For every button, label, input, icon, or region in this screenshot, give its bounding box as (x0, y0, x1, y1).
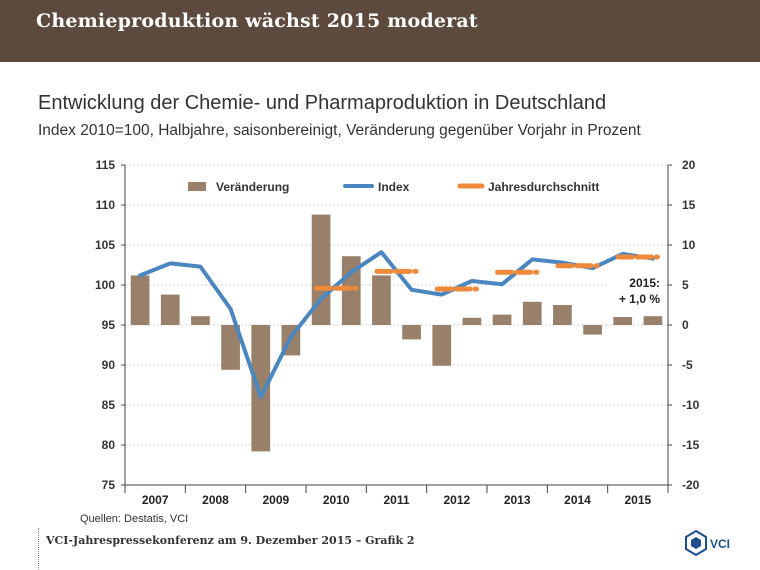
header-title: Chemieproduktion wächst 2015 moderat (36, 10, 478, 32)
left-tick-label: 115 (96, 158, 116, 172)
right-tick-label: -5 (682, 358, 693, 372)
legend: Veränderung Index Jahresdurchschnitt (188, 180, 599, 194)
chart-title: Entwicklung der Chemie- und Pharmaproduk… (38, 92, 607, 114)
annotation-box (607, 272, 665, 308)
footer-divider (38, 528, 40, 570)
annotation-2015: 2015: + 1,0 % (607, 272, 665, 308)
right-tick-label: 15 (682, 198, 696, 212)
bar (613, 317, 633, 325)
left-tick-label: 75 (102, 478, 116, 492)
vci-logo-icon-inner (691, 537, 701, 549)
vci-logo: VCI (685, 529, 730, 557)
left-tick-label: 105 (95, 238, 115, 252)
average-segments (314, 254, 660, 292)
legend-label-avg: Jahresdurchschnitt (488, 180, 599, 194)
left-tick-label: 90 (102, 358, 116, 372)
left-tick-label: 110 (96, 198, 116, 212)
right-tick-label: 20 (682, 158, 696, 172)
right-tick-labels: 20 15 10 5 0 -5 -10 -15 -20 (682, 158, 700, 492)
bar (251, 325, 271, 452)
header-bar: Chemieproduktion wächst 2015 moderat (0, 0, 760, 62)
bar (553, 305, 572, 325)
year-label: 2015 (624, 493, 651, 507)
year-label: 2011 (383, 493, 409, 507)
right-tick-label: 0 (682, 318, 689, 332)
right-tick-label: -20 (682, 478, 700, 492)
bar (191, 316, 210, 325)
right-tick-label: 5 (682, 278, 689, 292)
bar (130, 275, 150, 325)
year-label: 2007 (142, 493, 169, 507)
legend-label-bar: Veränderung (216, 180, 289, 194)
bar (311, 214, 331, 325)
bar (432, 325, 452, 366)
vci-logo-text: VCI (710, 537, 730, 551)
right-tick-label: -15 (682, 438, 700, 452)
bar (583, 325, 602, 335)
right-tick-label: 10 (682, 238, 696, 252)
bar (221, 325, 240, 370)
legend-swatch-bar (188, 182, 206, 191)
left-tick-label: 85 (102, 398, 116, 412)
bar (492, 314, 512, 325)
year-label: 2010 (323, 493, 350, 507)
bar (372, 275, 391, 325)
right-tick-label: -10 (682, 398, 700, 412)
year-label: 2014 (564, 493, 591, 507)
left-tick-labels: 115 110 105 100 95 90 85 80 75 (95, 158, 115, 492)
year-label: 2012 (443, 493, 470, 507)
footer-caption: VCI-Jahrespressekonferenz am 9. Dezember… (46, 534, 415, 547)
left-tick-label: 100 (95, 278, 115, 292)
year-label: 2009 (262, 493, 289, 507)
bar (160, 294, 180, 325)
left-tick-label: 95 (102, 318, 116, 332)
chart-subtitle: Index 2010=100, Halbjahre, saisonbereini… (38, 122, 641, 139)
bar (643, 316, 663, 325)
bar (462, 317, 482, 325)
axes (121, 164, 672, 493)
bar (402, 325, 421, 340)
bar (522, 301, 542, 325)
bar (341, 256, 361, 325)
year-label: 2008 (202, 493, 229, 507)
left-tick-label: 80 (102, 438, 116, 452)
annotation-line2: + 1,0 % (619, 292, 660, 306)
year-labels: 2007 2008 2009 2010 2011 2012 2013 2014 2015 (142, 493, 652, 507)
annotation-line1: 2015: (629, 276, 660, 290)
legend-label-line: Index (378, 180, 410, 194)
source-note: Quellen: Destatis, VCI (80, 513, 189, 525)
year-label: 2013 (504, 493, 531, 507)
